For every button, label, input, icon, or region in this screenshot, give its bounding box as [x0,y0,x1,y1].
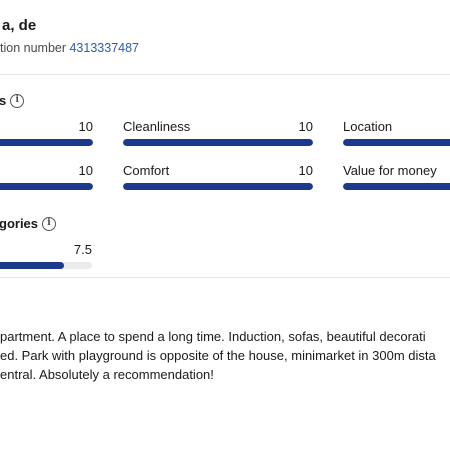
review-line: entral. Absolutely a recommendation! [0,367,214,382]
rating-label: Cleanliness [123,119,191,134]
host-header: a, de tion number 4313337487 [0,0,450,75]
rating-bar-fill [343,183,450,190]
divider [0,277,450,278]
review-line: ed. Park with playground is opposite of … [0,348,436,363]
category-value: 7.5 [73,242,92,257]
rating-bar-fill [0,139,93,146]
info-icon[interactable]: i [10,93,25,108]
ratings-title-text: s [0,93,7,108]
divider [0,74,450,75]
rating-value: 10 [298,119,313,134]
rating-label: Location [343,119,393,134]
rating-bar-track [343,183,450,190]
rating-item-value-for-money: Value for money [343,163,450,191]
registration-number-link[interactable]: 4313337487 [69,41,140,55]
category-item: 7.5 [0,242,92,270]
host-name: a, de [2,17,37,34]
rating-bar-fill [123,139,313,146]
rating-item-comfort: Comfort 10 [123,163,313,191]
rating-bar-track [123,139,313,146]
rating-item-location: Location [343,119,450,147]
categories-title-text: gories [0,216,39,231]
rating-item-cleanliness: Cleanliness 10 [123,119,313,147]
category-bar-track [0,262,92,269]
registration-line: tion number 4313337487 [0,41,139,55]
categories-title: gories i [0,216,57,231]
rating-value: 10 [78,163,93,178]
category-bar-fill [0,262,64,269]
rating-value: 10 [78,119,93,134]
info-icon[interactable]: i [42,216,57,231]
review-text: partment. A place to spend a long time. … [0,327,450,384]
rating-bar-fill [343,139,450,146]
rating-label: Comfort [123,163,170,178]
rating-label: Value for money [343,163,437,178]
rating-bar-fill [123,183,313,190]
rating-item: 10 [0,163,93,191]
rating-bar-track [123,183,313,190]
review-line: partment. A place to spend a long time. … [0,329,426,344]
rating-bar-track [0,139,93,146]
rating-item: 10 [0,119,93,147]
rating-bar-fill [0,183,93,190]
rating-value: 10 [298,163,313,178]
rating-bar-track [343,139,450,146]
registration-label: tion number [0,41,70,55]
rating-bar-track [0,183,93,190]
ratings-title: s i [0,93,25,108]
